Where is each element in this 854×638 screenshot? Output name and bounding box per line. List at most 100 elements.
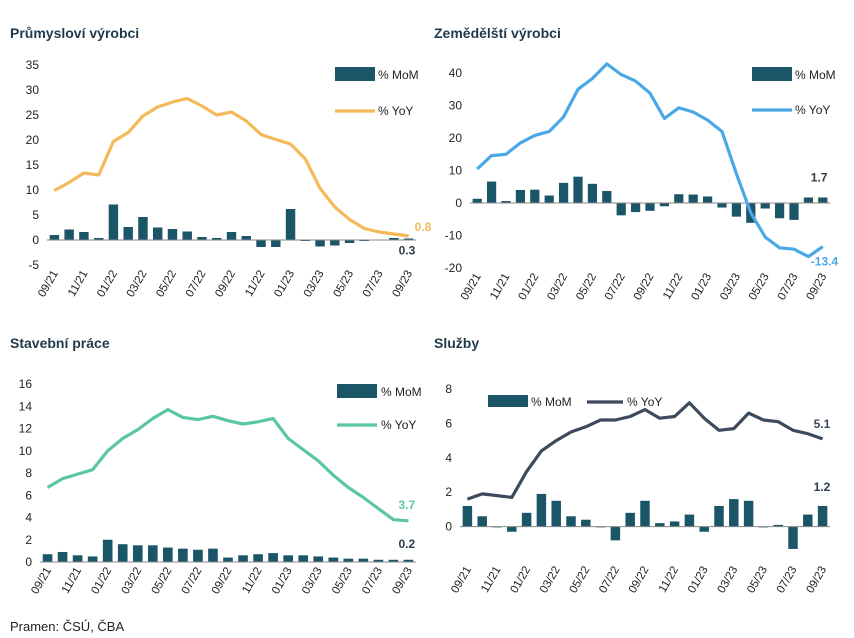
x-tick-label: 03/22 (538, 565, 563, 596)
x-tick-label: 09/21 (36, 269, 61, 300)
x-tick-label: 07/23 (360, 566, 385, 597)
x-tick-label: 01/23 (686, 565, 711, 596)
mom-bar (283, 555, 293, 562)
y-tick-label: 6 (445, 416, 452, 430)
mom-bar (773, 524, 783, 527)
y-tick-label: 15 (26, 158, 40, 172)
x-tick-label: 05/22 (154, 269, 179, 300)
mom-bar (501, 201, 511, 203)
mom-bar (313, 556, 324, 562)
y-tick-label: 8 (25, 466, 32, 480)
mom-bar (530, 189, 540, 203)
legend-yoy-label: % YoY (795, 103, 830, 117)
y-tick-label: 0 (445, 520, 452, 534)
mom-bar (328, 557, 339, 562)
mom-bar (72, 555, 83, 562)
mom-bar (731, 203, 742, 217)
yoy-end-label: 0.8 (415, 220, 432, 234)
x-tick-label: 05/23 (330, 566, 355, 597)
y-tick-label: 0 (25, 555, 32, 569)
mom-bar (714, 505, 724, 527)
x-tick-label: 07/22 (603, 272, 628, 303)
mom-bar (536, 493, 547, 527)
chart-3: 0 2 4 6 8 09/21 11/21 01/22 03/22 05/22 07/22 09/22… (445, 382, 830, 595)
mom-bar (271, 240, 281, 247)
mom-bar (486, 181, 497, 203)
mom-bar (256, 240, 266, 247)
x-tick-label: 11/22 (240, 566, 264, 596)
x-tick-label: 07/23 (776, 272, 801, 303)
mom-end-label: 1.2 (814, 480, 831, 494)
y-tick-label: 20 (449, 131, 463, 145)
y-tick-label: 5 (32, 208, 39, 222)
mom-bar (49, 235, 60, 240)
mom-bar (515, 190, 526, 203)
y-tick-label: 16 (19, 377, 33, 391)
mom-bar (669, 521, 680, 527)
x-tick-label: 01/22 (508, 565, 533, 596)
mom-end-label: 0.3 (399, 244, 416, 258)
yoy-line (46, 408, 409, 523)
mom-bar (573, 176, 583, 203)
x-tick-label: 09/22 (213, 269, 238, 300)
mom-bar (462, 505, 473, 527)
x-tick-label: 11/21 (60, 566, 84, 596)
mom-bar (729, 499, 739, 527)
mom-bar (403, 238, 414, 240)
chart-title-prumysl: Průmysloví výrobci (10, 25, 140, 41)
mom-bar (226, 232, 237, 240)
y-tick-label: 2 (445, 485, 452, 499)
mom-bar (616, 203, 626, 216)
y-tick-label: 0 (32, 233, 39, 247)
x-tick-label: 03/23 (302, 269, 327, 300)
y-tick-label: -10 (445, 229, 463, 243)
mom-bar (298, 555, 309, 562)
legend-mom-swatch (337, 384, 377, 398)
x-tick-label: 09/21 (459, 272, 484, 303)
x-tick-label: 03/22 (120, 566, 145, 597)
mom-bar (403, 559, 414, 562)
x-tick-label: 07/22 (597, 565, 622, 596)
mom-bar (57, 551, 68, 562)
mom-bar (655, 523, 665, 527)
chart-title-zemedelstvi: Zemědělští výrobci (434, 25, 561, 41)
mom-bar (79, 232, 89, 240)
mom-bar (566, 516, 576, 527)
mom-bar (87, 556, 98, 562)
mom-bar (743, 500, 754, 527)
x-tick-label: 09/22 (210, 566, 235, 597)
y-tick-label: 12 (19, 422, 33, 436)
mom-end-label: 0.2 (398, 537, 415, 551)
mom-bar (285, 209, 296, 240)
mom-bar (163, 547, 173, 562)
mom-bar (674, 194, 684, 203)
x-tick-label: 09/23 (390, 566, 415, 597)
x-tick-label: 09/23 (390, 269, 415, 300)
mom-bar (193, 549, 203, 562)
y-tick-label: 10 (19, 444, 33, 458)
mom-bar (659, 203, 670, 207)
x-tick-label: 01/23 (689, 272, 714, 303)
mom-bar (123, 227, 133, 240)
x-tick-label: 09/21 (449, 565, 474, 596)
x-tick-label: 11/22 (661, 272, 685, 302)
x-tick-label: 01/22 (517, 272, 542, 303)
x-tick-label: 09/22 (632, 272, 657, 303)
mom-bar (208, 548, 218, 562)
y-tick-label: 20 (26, 133, 40, 147)
x-tick-label: 05/23 (745, 565, 770, 596)
mom-bar (241, 236, 251, 240)
mom-bar (358, 558, 369, 562)
legend-mom-label: % MoM (795, 68, 836, 82)
y-tick-label: 4 (25, 511, 32, 525)
mom-bar (477, 516, 487, 527)
mom-bar (699, 526, 709, 532)
mom-bar (817, 505, 828, 527)
x-tick-label: 11/22 (243, 269, 267, 299)
y-tick-label: 6 (25, 488, 32, 502)
legend-mom-swatch (488, 395, 528, 407)
mom-bar (688, 194, 698, 203)
